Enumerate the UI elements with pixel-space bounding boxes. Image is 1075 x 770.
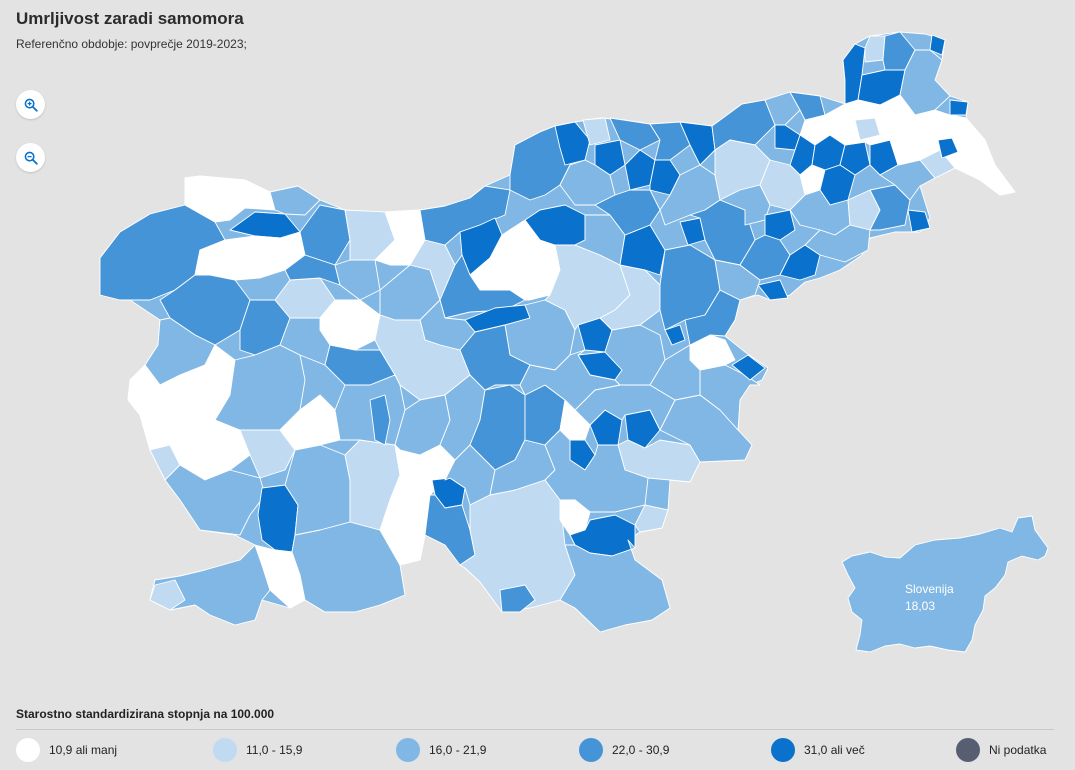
municipality-region[interactable] — [864, 35, 886, 63]
municipality-region[interactable] — [907, 209, 931, 233]
municipality-region[interactable] — [582, 117, 611, 146]
choropleth-map — [99, 31, 1049, 653]
municipality-region[interactable] — [164, 464, 266, 536]
municipality-region[interactable] — [214, 344, 306, 431]
municipality-region[interactable] — [559, 539, 671, 633]
zoom-out-icon — [24, 151, 38, 165]
national-inset-label: Slovenija 18,03 — [905, 581, 954, 615]
municipality-region[interactable] — [757, 279, 789, 301]
legend-title: Starostno standardizirana stopnja na 100… — [16, 707, 275, 721]
municipality-region[interactable] — [184, 175, 276, 223]
municipality-region[interactable] — [679, 121, 716, 166]
zoom-in-icon — [24, 98, 38, 112]
legend-item-c3[interactable]: 16,0 - 21,9 — [396, 737, 486, 763]
legend-label: Ni podatka — [989, 743, 1047, 757]
legend-item-na[interactable]: Ni podatka — [956, 737, 1046, 763]
legend-label: 10,9 ali manj — [49, 743, 118, 757]
legend-swatch — [579, 738, 603, 762]
national-inset-value: 18,03 — [905, 599, 936, 613]
legend-label: 16,0 - 21,9 — [429, 743, 487, 757]
municipality-region[interactable] — [649, 344, 701, 401]
legend-swatch — [771, 738, 795, 762]
zoom-out-button[interactable] — [16, 143, 45, 172]
municipality-region[interactable] — [929, 34, 946, 56]
legend-swatch — [396, 738, 420, 762]
municipality-region[interactable] — [334, 374, 406, 446]
legend-label: 31,0 ali več — [804, 743, 865, 757]
municipality-region[interactable] — [279, 394, 341, 451]
municipality-region[interactable] — [499, 584, 536, 613]
municipality-region[interactable] — [719, 184, 771, 226]
municipality-region[interactable] — [731, 354, 766, 381]
municipality-region[interactable] — [149, 579, 186, 611]
municipality-region[interactable] — [609, 117, 661, 151]
legend-item-c2[interactable]: 11,0 - 15,9 — [213, 737, 302, 763]
municipality-region[interactable] — [594, 189, 661, 236]
legend-label: 11,0 - 15,9 — [246, 743, 303, 757]
legend-divider — [16, 729, 1054, 730]
municipality-region[interactable] — [634, 504, 669, 533]
municipality-region[interactable] — [937, 137, 959, 159]
national-inset-shape[interactable] — [841, 515, 1049, 653]
municipality-region[interactable] — [594, 139, 626, 176]
legend-label: 22,0 - 30,9 — [612, 743, 670, 757]
municipality-region[interactable] — [369, 394, 391, 446]
municipality-region[interactable] — [804, 224, 871, 263]
national-inset-name: Slovenija — [905, 582, 954, 596]
municipality-region[interactable] — [854, 117, 881, 141]
municipality-region[interactable] — [899, 49, 951, 116]
municipality-region[interactable] — [664, 324, 686, 346]
municipality-region[interactable] — [764, 209, 796, 241]
legend-swatch — [956, 738, 980, 762]
municipality-region[interactable] — [599, 264, 661, 331]
page-title: Umrljivost zaradi samomora — [16, 9, 244, 28]
legend: 10,9 ali manj 11,0 - 15,9 16,0 - 21,9 22… — [16, 737, 1056, 763]
legend-item-c4[interactable]: 22,0 - 30,9 — [579, 737, 669, 763]
municipality-region[interactable] — [764, 91, 801, 126]
zoom-in-button[interactable] — [16, 90, 45, 119]
municipality-region[interactable] — [949, 99, 969, 116]
municipality-region[interactable] — [604, 324, 666, 386]
legend-swatch — [213, 738, 237, 762]
legend-swatch — [16, 738, 40, 762]
reference-period: Referenčno obdobje: povprečje 2019-2023; — [16, 37, 247, 51]
municipality-region[interactable] — [269, 185, 321, 216]
municipality-region[interactable] — [459, 324, 531, 391]
legend-item-c1[interactable]: 10,9 ali manj — [16, 737, 117, 763]
legend-item-c5[interactable]: 31,0 ali več — [771, 737, 865, 763]
